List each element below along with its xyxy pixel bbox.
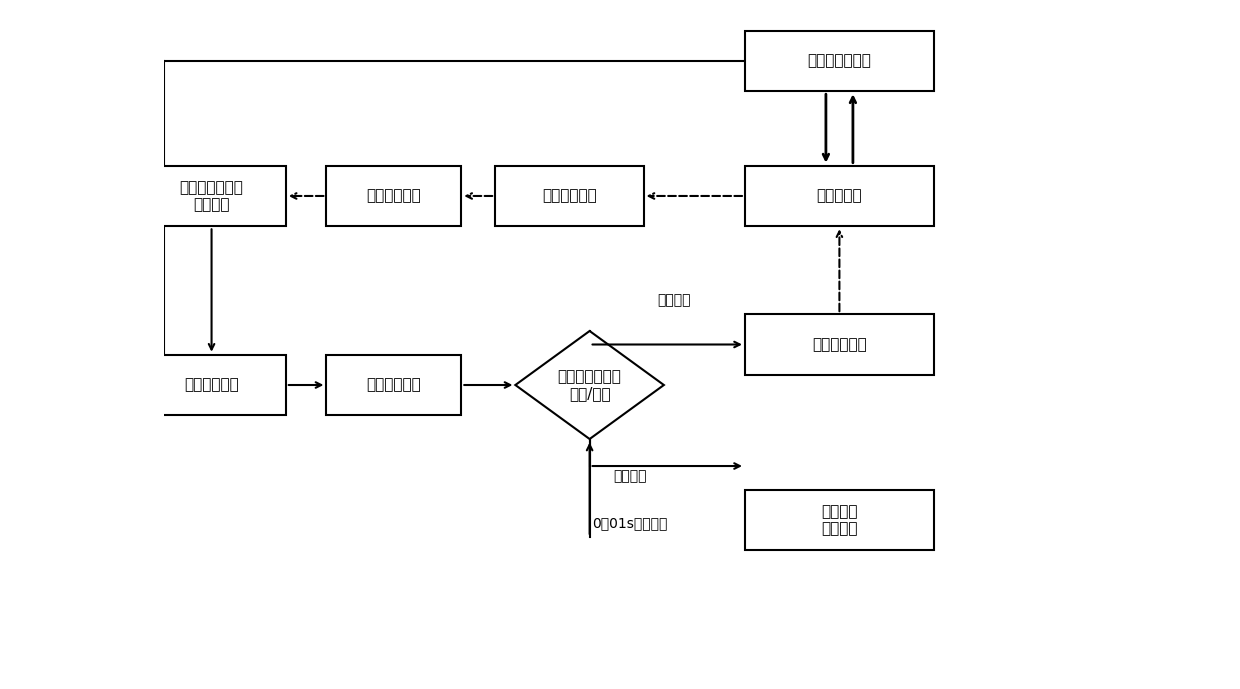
FancyBboxPatch shape <box>745 30 934 92</box>
FancyBboxPatch shape <box>745 165 934 227</box>
Text: 锁止机构开锁: 锁止机构开锁 <box>367 189 422 203</box>
FancyBboxPatch shape <box>326 165 461 227</box>
Text: 保持卷筒
收绳状态: 保持卷筒 收绳状态 <box>821 504 858 536</box>
FancyBboxPatch shape <box>495 165 644 227</box>
Text: 液压缸中途复位: 液压缸中途复位 <box>807 54 872 68</box>
Text: 锁止机构锁定: 锁止机构锁定 <box>812 337 867 352</box>
Polygon shape <box>516 331 663 439</box>
FancyBboxPatch shape <box>745 490 934 551</box>
Text: 液压缸做功: 液压缸做功 <box>817 189 862 203</box>
FancyBboxPatch shape <box>326 355 461 415</box>
Text: 正转收绳: 正转收绳 <box>614 469 647 483</box>
Text: 转动方向传感器
正转/反转: 转动方向传感器 正转/反转 <box>558 369 621 401</box>
FancyBboxPatch shape <box>138 165 285 227</box>
Text: 0．01s监测一次: 0．01s监测一次 <box>593 516 668 531</box>
Text: 液压缸迅速复位
卷筒放绳: 液压缸迅速复位 卷筒放绳 <box>180 180 243 212</box>
Text: 触发顶端探头: 触发顶端探头 <box>185 378 239 393</box>
FancyBboxPatch shape <box>138 355 285 415</box>
Text: 反转放绳: 反转放绳 <box>657 294 691 307</box>
Text: 锁止机构开锁: 锁止机构开锁 <box>367 378 422 393</box>
FancyBboxPatch shape <box>745 314 934 375</box>
Text: 触发底部探头: 触发底部探头 <box>542 189 596 203</box>
